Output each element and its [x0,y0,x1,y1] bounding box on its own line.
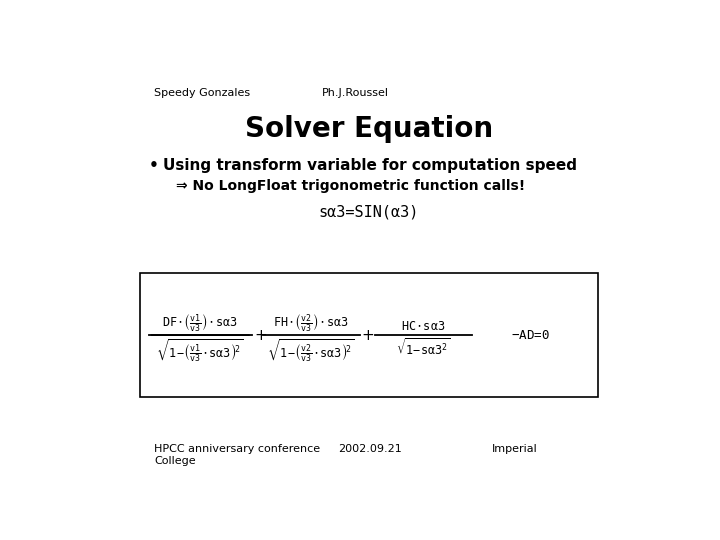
Text: Using transform variable for computation speed: Using transform variable for computation… [163,158,577,173]
Text: $\mathtt{\sqrt{1\!-\!\left(\frac{v1}{v3}\!\cdot\!s\alpha3\right)^{\!2}}}$: $\mathtt{\sqrt{1\!-\!\left(\frac{v1}{v3}… [156,337,243,364]
Text: Ph.J.Roussel: Ph.J.Roussel [322,87,389,98]
Text: $\mathtt{\sqrt{1\!-\!\left(\frac{v2}{v3}\!\cdot\!s\alpha3\right)^{\!2}}}$: $\mathtt{\sqrt{1\!-\!\left(\frac{v2}{v3}… [266,337,354,364]
Text: 2002.09.21: 2002.09.21 [338,444,402,454]
Text: Imperial: Imperial [492,444,538,454]
Text: $+$: $+$ [253,328,266,342]
Text: $+$: $+$ [361,328,374,342]
Text: $\mathtt{FH\!\cdot\!\left(\frac{v2}{v3}\right)\!\cdot\!s\alpha3}$: $\mathtt{FH\!\cdot\!\left(\frac{v2}{v3}\… [273,312,348,333]
Text: HPCC anniversary conference: HPCC anniversary conference [154,444,320,454]
Text: Speedy Gonzales: Speedy Gonzales [154,87,251,98]
FancyBboxPatch shape [140,273,598,397]
Text: College: College [154,456,196,465]
Text: Solver Equation: Solver Equation [245,114,493,143]
Text: $\mathtt{DF\!\cdot\!\left(\frac{v1}{v3}\right)\!\cdot\!s\alpha3}$: $\mathtt{DF\!\cdot\!\left(\frac{v1}{v3}\… [162,312,238,333]
Text: $\mathtt{-AD\!=\!0}$: $\mathtt{-AD\!=\!0}$ [511,328,551,342]
Text: sα3=SIN(α3): sα3=SIN(α3) [319,204,419,219]
Text: $\mathtt{HC\!\cdot\!s\alpha3}$: $\mathtt{HC\!\cdot\!s\alpha3}$ [401,320,445,333]
Text: ⇒ No LongFloat trigonometric function calls!: ⇒ No LongFloat trigonometric function ca… [176,179,526,193]
Text: $\mathtt{\sqrt{1\!-\!s\alpha3^{2}}}$: $\mathtt{\sqrt{1\!-\!s\alpha3^{2}}}$ [396,337,451,359]
Text: •: • [148,158,158,173]
